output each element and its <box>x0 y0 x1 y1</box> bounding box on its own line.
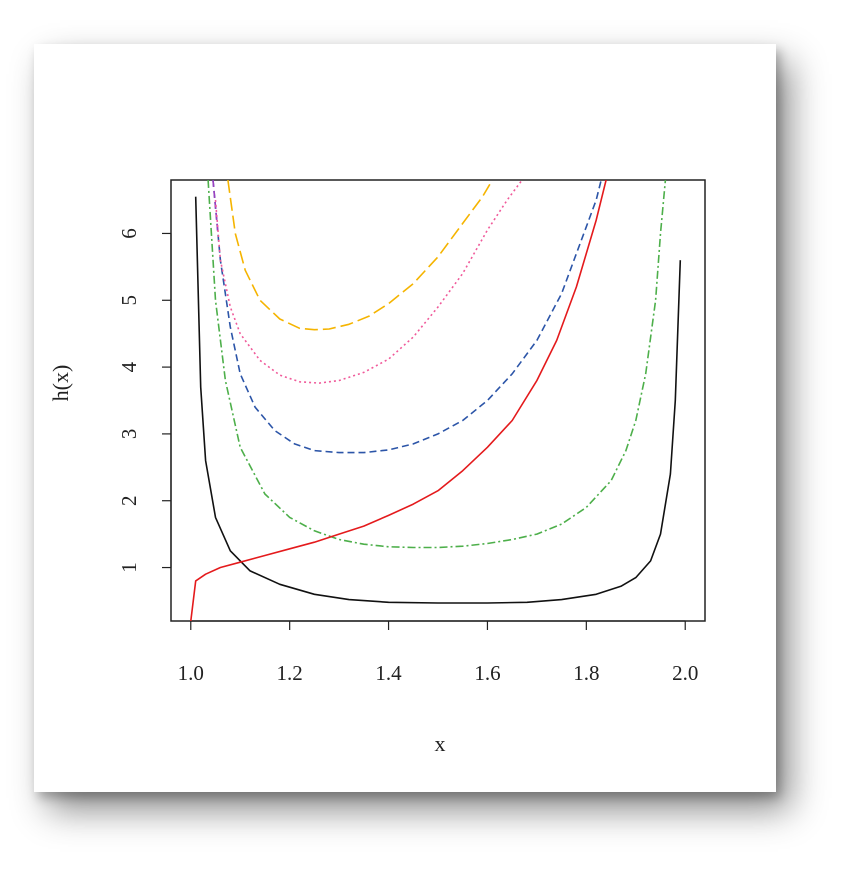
x-tick-label: 1.2 <box>277 661 303 685</box>
y-axis-title: h(x) <box>48 365 73 402</box>
y-tick-label: 3 <box>117 429 141 440</box>
series-layer <box>190 180 682 621</box>
x-tick-label: 2.0 <box>672 661 698 685</box>
x-axis: 1.0 1.2 1.4 1.6 1.8 2.0 <box>178 620 698 685</box>
y-tick-label: 1 <box>117 562 141 573</box>
y-axis: 1 2 3 4 5 6 <box>117 228 172 573</box>
x-tick-label: 1.8 <box>573 661 599 685</box>
series-line-7 <box>227 180 494 331</box>
series-line-6 <box>214 180 523 384</box>
series-line-4 <box>212 180 602 454</box>
x-tick-label: 1.4 <box>375 661 402 685</box>
y-tick-label: 6 <box>117 228 141 239</box>
x-tick-label: 1.6 <box>474 661 500 685</box>
x-tick-label: 1.0 <box>178 661 204 685</box>
plot-frame <box>170 179 706 622</box>
series-line-1 <box>194 196 682 604</box>
y-tick-label: 2 <box>117 495 141 506</box>
y-tick-label: 5 <box>117 295 141 306</box>
y-tick-label: 4 <box>117 361 141 372</box>
chart-card <box>34 44 776 792</box>
series-line-2 <box>190 180 607 621</box>
x-axis-title: x <box>435 731 446 756</box>
series-line-3 <box>207 180 667 549</box>
